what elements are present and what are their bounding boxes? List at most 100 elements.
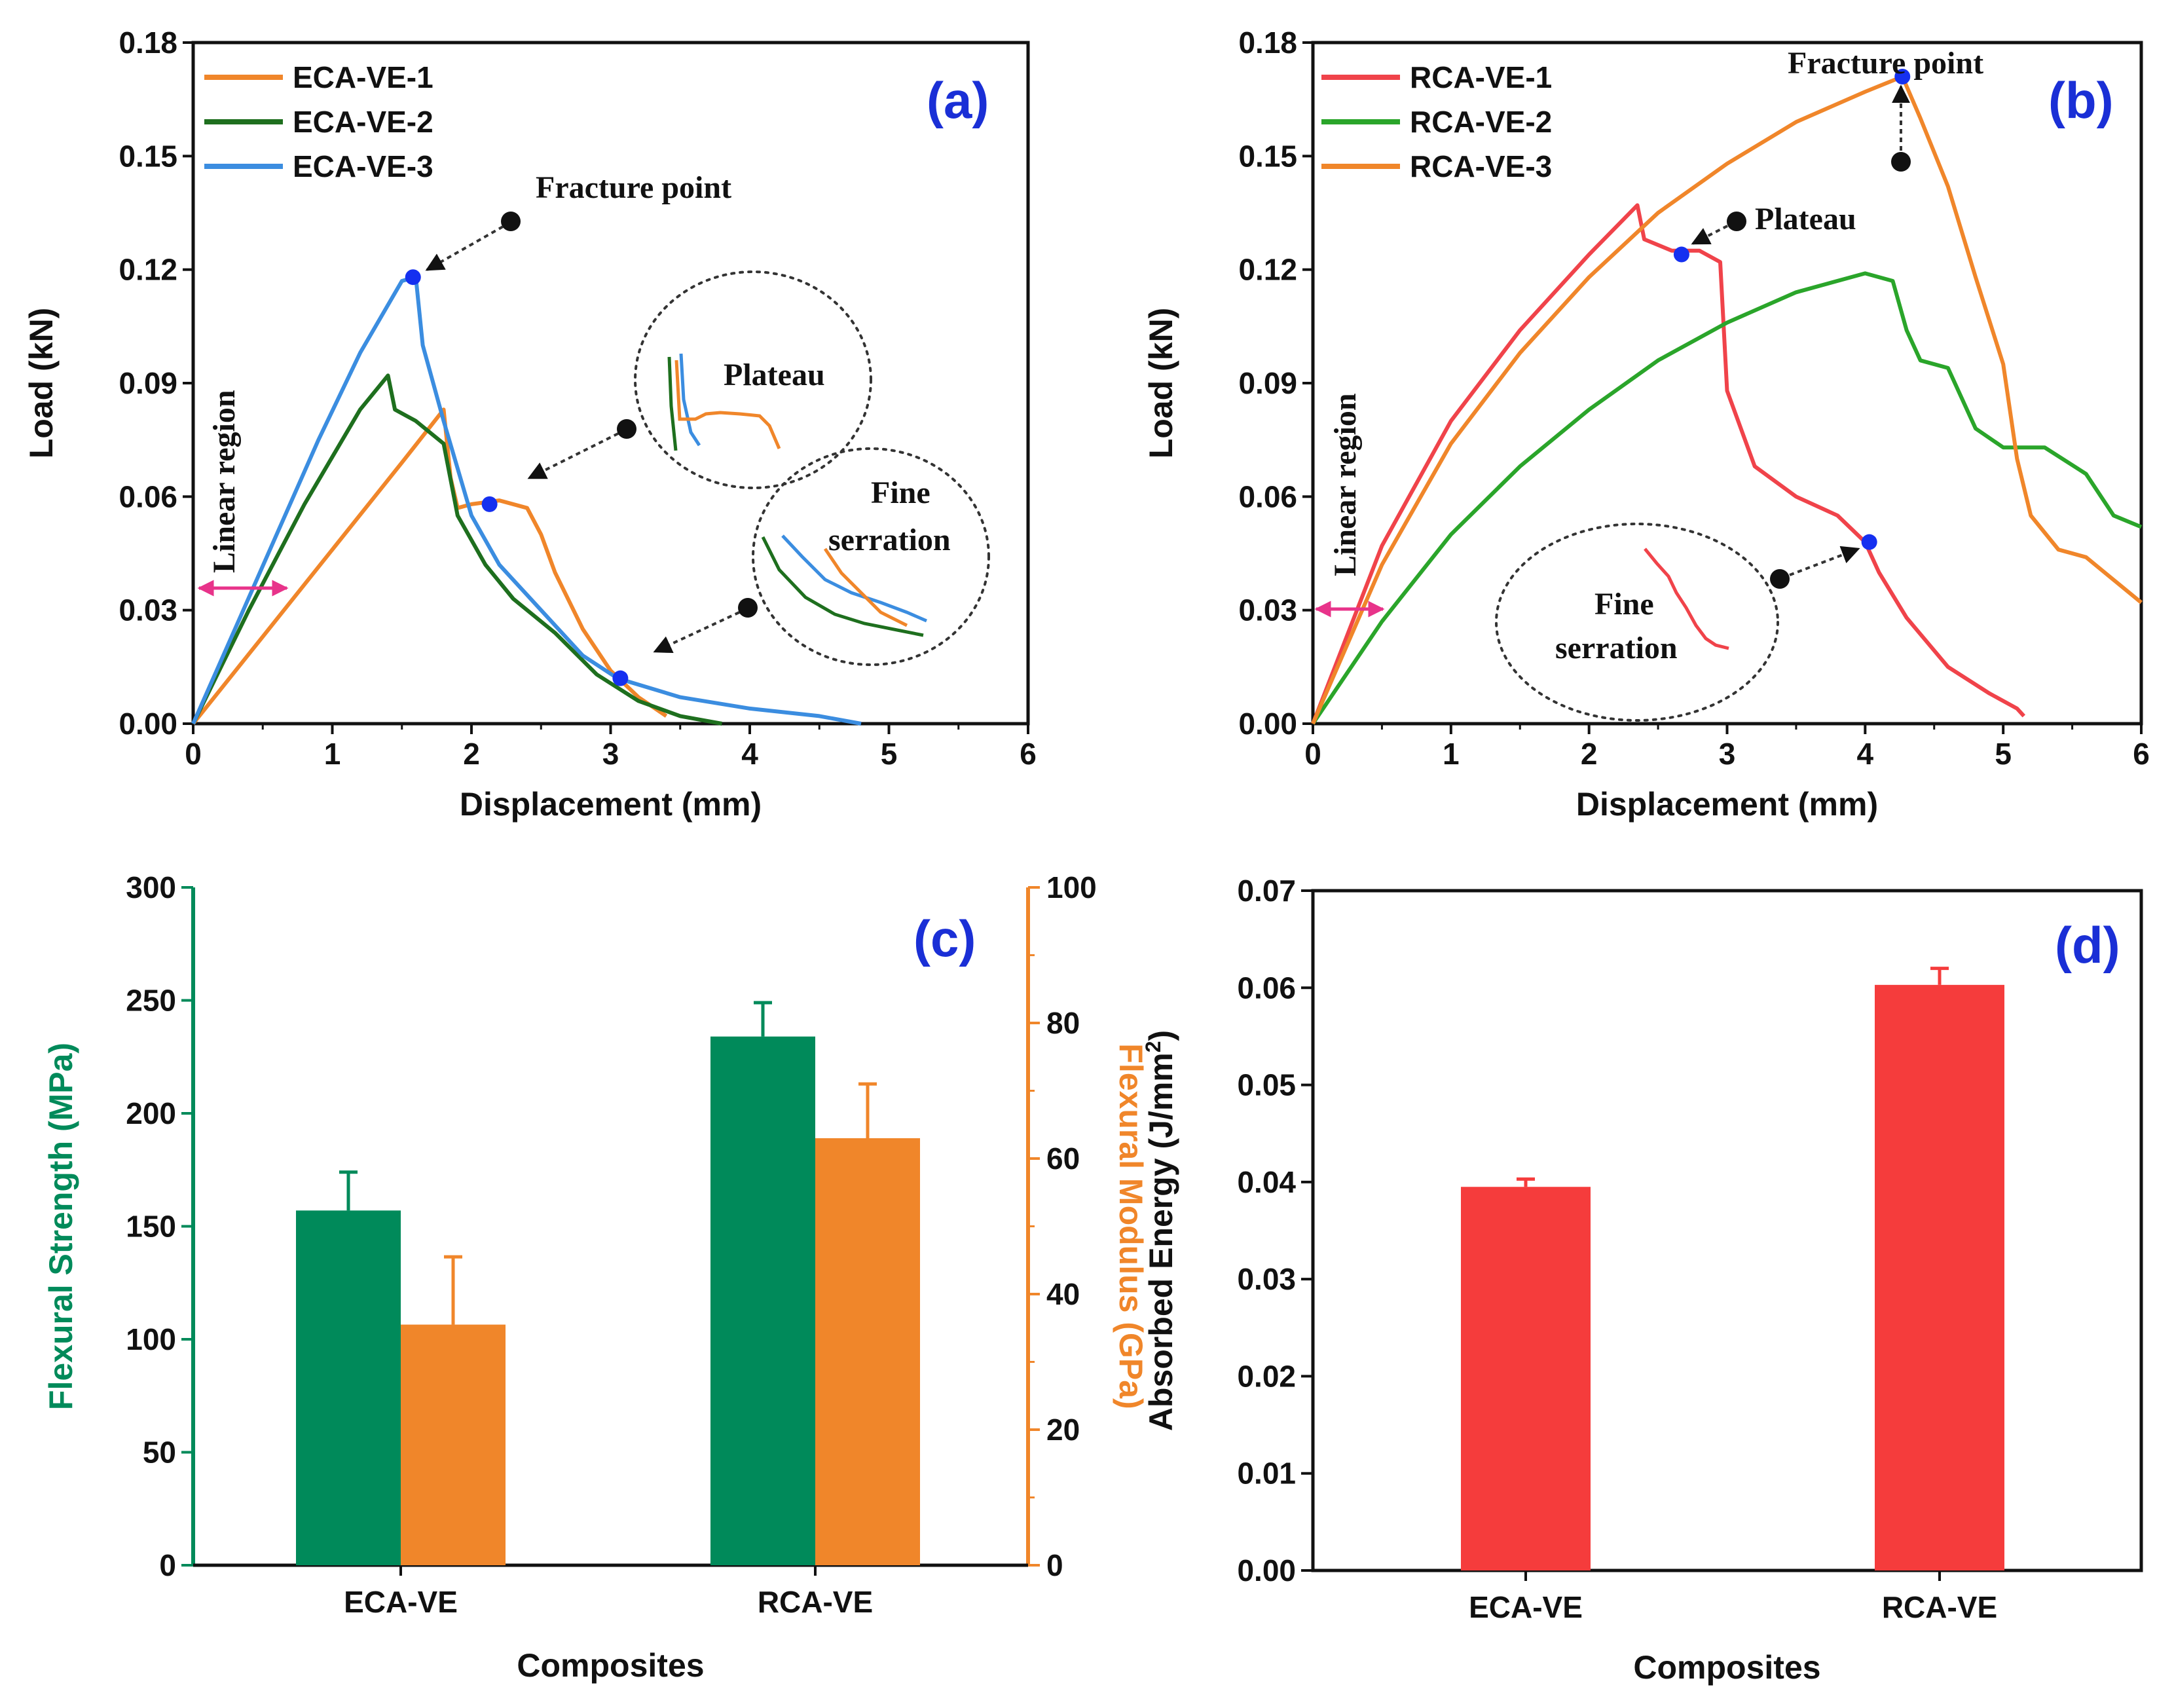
chart-b-ytick-label: 0.03 <box>1238 593 1297 627</box>
chart-b-serration-inset-ellipse <box>1495 523 1779 722</box>
chart-b-serration-label: serration <box>1555 631 1678 665</box>
chart-b-xlabel: Displacement (mm) <box>1576 786 1878 823</box>
chart-a-serration-inset-blue <box>781 534 927 623</box>
chart-a-xtick-label: 5 <box>881 737 898 771</box>
chart-b-serration-inset-red <box>1644 548 1729 650</box>
chart-c-ytick-right-label: 60 <box>1046 1142 1080 1176</box>
chart-c-bar-modulus <box>815 1138 920 1565</box>
chart-c-ytick-label: 50 <box>143 1436 176 1470</box>
chart-a-ytick-label: 0.06 <box>119 479 177 513</box>
chart-a-serration-inset-orange <box>823 548 908 627</box>
chart-c-ytick-label: 0 <box>159 1548 176 1582</box>
chart-d-ytick-label: 0.04 <box>1237 1165 1296 1199</box>
chart-b-legend-label-rca-ve-2: RCA-VE-2 <box>1410 105 1552 139</box>
chart-c-bars <box>296 1001 920 1565</box>
chart-a-plateau-inset-orange <box>674 360 781 449</box>
chart-b-plateau-arrow <box>1691 225 1728 245</box>
chart-a-series-eca-ve-2 <box>191 373 723 726</box>
chart-a-plateau-inset-green <box>667 356 678 451</box>
chart-a-legend-label-eca-ve-1: ECA-VE-1 <box>293 60 433 94</box>
chart-a-legend-label-eca-ve-2: ECA-VE-2 <box>293 105 433 139</box>
chart-b-plateau-label: Plateau <box>1755 202 1856 236</box>
chart-b-fracture-label: Fracture point <box>1788 46 1983 81</box>
chart-c-ytick-label: 100 <box>126 1322 176 1356</box>
chart-b-ytick-label: 0.06 <box>1238 479 1297 513</box>
chart-c-ytick-right-label: 80 <box>1046 1006 1080 1040</box>
chart-a-ytick-label: 0.15 <box>119 139 177 173</box>
chart-b-legend: RCA-VE-1 RCA-VE-2 RCA-VE-3 <box>1321 60 1552 183</box>
chart-a-xtick-label: 4 <box>741 737 758 771</box>
chart-b-xtick-label: 2 <box>1581 737 1598 771</box>
chart-d-xtick-label: RCA-VE <box>1882 1590 1997 1624</box>
chart-b-legend-label-rca-ve-1: RCA-VE-1 <box>1410 60 1552 94</box>
chart-b-fracture-dot <box>1891 152 1911 172</box>
chart-a-xtick-label: 6 <box>1020 737 1037 771</box>
chart-b-xtick-label: 6 <box>2133 737 2150 771</box>
chart-b-ylabel: Load (kN) <box>1143 308 1179 459</box>
chart-b-ytick-label: 0.12 <box>1238 253 1297 287</box>
chart-a-series-eca-ve-3 <box>191 275 862 726</box>
chart-c-ytick-label: 300 <box>126 870 176 904</box>
chart-b-xtick-label: 5 <box>1995 737 2012 771</box>
chart-d-ytick-label: 0.05 <box>1237 1068 1296 1102</box>
chart-a-serration-inset-green <box>761 536 924 637</box>
chart-c-ytick-label: 250 <box>126 984 176 1018</box>
chart-d-bar <box>1461 1187 1591 1570</box>
chart-d-ytick-label: 0.06 <box>1237 971 1296 1005</box>
chart-a-legend: ECA-VE-1 ECA-VE-2 ECA-VE-3 <box>204 60 433 183</box>
chart-a: 0 1 2 3 4 5 6 0.00 0.03 0.06 0.09 0.12 0.15 0.18 Displ… <box>23 26 1037 823</box>
chart-b-xtick-label: 0 <box>1304 737 1321 771</box>
chart-b-xtick-label: 4 <box>1857 737 1874 771</box>
chart-c-ytick-right-label: 40 <box>1046 1277 1080 1311</box>
chart-a-axes: 0 1 2 3 4 5 6 0.00 0.03 0.06 0.09 0.12 0.15 0.18 Displ… <box>23 26 1037 823</box>
chart-c-xtick-label: ECA-VE <box>344 1585 458 1619</box>
chart-b-ytick-label: 0.18 <box>1238 26 1297 60</box>
chart-b-marker-point <box>1861 534 1877 550</box>
chart-a-marker-point <box>481 496 498 512</box>
chart-b-ytick-label: 0.15 <box>1238 139 1297 173</box>
chart-b-serration-arrow <box>1789 546 1860 576</box>
chart-a-serration-inset-ellipse <box>752 447 990 666</box>
chart-d-bar <box>1875 984 2004 1570</box>
chart-a-insets: Plateau Fine serration <box>634 270 990 666</box>
chart-c-xlabel: Composites <box>517 1647 704 1684</box>
chart-a-plateau-arrow <box>527 432 619 479</box>
chart-b-series <box>1311 69 2143 725</box>
chart-d-ytick-label: 0.03 <box>1237 1262 1296 1296</box>
chart-d-ytick-label: 0.02 <box>1237 1359 1296 1393</box>
chart-a-marker-point <box>405 269 421 286</box>
chart-a-plateau-inset-blue <box>679 353 701 447</box>
chart-c-ytick-right-label: 0 <box>1046 1548 1063 1582</box>
chart-c-ylabel-left: Flexural Strength (MPa) <box>43 1043 79 1410</box>
chart-a-fracture-arrow <box>425 225 504 271</box>
chart-b-ytick-label: 0.09 <box>1238 366 1297 400</box>
chart-a-fracture-dot <box>501 212 521 231</box>
chart-b-serration-dot <box>1770 569 1790 589</box>
chart-c-axes: 0 50 100 150 200 250 300 0 20 40 60 80 100 Flexural S… <box>43 870 1149 1684</box>
chart-a-plateau-dot <box>617 419 636 439</box>
chart-a-marker-point <box>612 670 629 686</box>
chart-b-series-rca-ve-1 <box>1311 203 2026 725</box>
chart-d-ytick-label: 0.01 <box>1237 1457 1296 1491</box>
chart-c-ytick-right-label: 20 <box>1046 1413 1080 1447</box>
chart-b-panel-label: (b) <box>2048 71 2114 129</box>
chart-d-plot-frame <box>1311 889 2143 1572</box>
chart-a-plateau-label: Plateau <box>724 358 825 392</box>
chart-b-annotations: Fracture point Plateau Linear region <box>1314 46 1983 618</box>
chart-a-xtick-label: 1 <box>324 737 341 771</box>
chart-a-plot-frame <box>191 41 1030 726</box>
chart-d-panel-label: (d) <box>2055 916 2120 974</box>
chart-a-serration-label: serration <box>828 523 951 557</box>
chart-a-fine-label: Fine <box>871 475 930 510</box>
chart-c-bar-strength <box>710 1036 815 1565</box>
chart-a-legend-label-eca-ve-3: ECA-VE-3 <box>293 149 433 183</box>
chart-b-xtick-label: 3 <box>1719 737 1736 771</box>
chart-a-serration-dot <box>738 598 758 618</box>
chart-a-series <box>191 269 862 726</box>
chart-a-linear-label: Linear region <box>207 390 242 573</box>
chart-a-xtick-label: 0 <box>185 737 202 771</box>
chart-b-legend-label-rca-ve-3: RCA-VE-3 <box>1410 149 1552 183</box>
chart-a-xtick-label: 3 <box>602 737 619 771</box>
chart-b-plateau-dot <box>1727 212 1746 231</box>
